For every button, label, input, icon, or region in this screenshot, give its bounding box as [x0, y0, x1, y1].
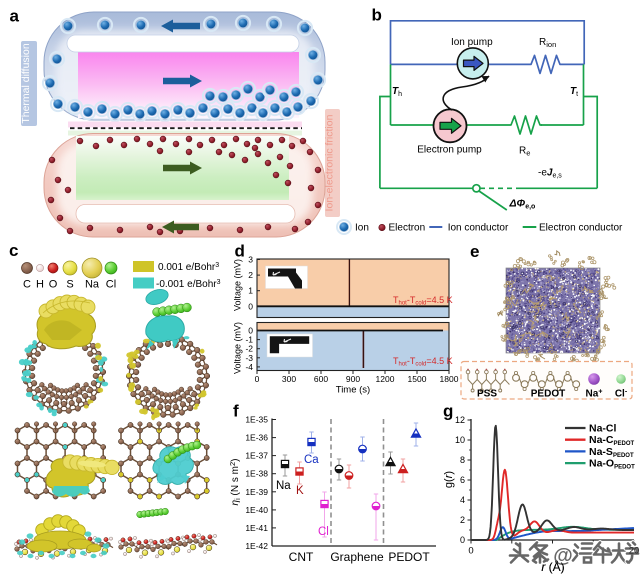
svg-text:Tt: Tt [570, 86, 578, 98]
svg-text:f: f [233, 402, 239, 421]
svg-text:1E-41: 1E-41 [245, 523, 268, 533]
svg-text:PEDOT: PEDOT [388, 550, 430, 564]
svg-text:Rion: Rion [539, 37, 556, 49]
svg-text:-2: -2 [245, 344, 253, 354]
svg-text:@: @ [553, 545, 573, 567]
svg-text:0: 0 [248, 301, 253, 311]
svg-text:a: a [10, 7, 20, 26]
svg-text:Na: Na [85, 279, 100, 291]
svg-text:O: O [49, 279, 58, 291]
svg-text:-3: -3 [245, 353, 253, 363]
svg-text:900: 900 [346, 374, 360, 384]
svg-text:PEDOT: PEDOT [531, 389, 565, 400]
svg-text:Thot-Tcold=4.5 K: Thot-Tcold=4.5 K [393, 356, 453, 368]
svg-text:@: @ [553, 545, 573, 567]
svg-text:20: 20 [629, 546, 640, 557]
svg-text:8: 8 [460, 455, 465, 465]
svg-text:Na-OPEDOT: Na-OPEDOT [589, 458, 635, 471]
svg-text:2: 2 [460, 515, 465, 525]
svg-text:1E-37: 1E-37 [245, 451, 268, 461]
svg-text:Electron conductor: Electron conductor [539, 223, 623, 234]
svg-text:-0.001 e/Bohr3: -0.001 e/Bohr3 [156, 279, 221, 290]
svg-text:Ion conductor: Ion conductor [448, 223, 509, 234]
svg-text:g(r): g(r) [443, 471, 455, 488]
svg-text:Cl: Cl [318, 526, 329, 538]
svg-text:1E-40: 1E-40 [245, 505, 268, 515]
svg-text:Ion pump: Ion pump [451, 37, 493, 48]
svg-text:Ion-electronic friction: Ion-electronic friction [324, 114, 336, 211]
svg-text:-4: -4 [245, 362, 253, 372]
svg-text:6: 6 [460, 475, 465, 485]
svg-text:g: g [443, 402, 453, 421]
svg-text:0: 0 [468, 546, 473, 557]
svg-text:-1: -1 [245, 335, 253, 345]
svg-text:Time (s): Time (s) [336, 385, 370, 396]
svg-text:Voltage (mV): Voltage (mV) [233, 322, 243, 374]
svg-text:0: 0 [248, 326, 253, 336]
svg-text:10: 10 [455, 435, 465, 445]
svg-text:Th: Th [392, 86, 402, 98]
svg-text:Electron pump: Electron pump [417, 145, 482, 156]
svg-text:ηi (N s m2): ηi (N s m2) [228, 459, 242, 506]
svg-text:Ion: Ion [355, 223, 369, 234]
svg-text:600: 600 [314, 374, 328, 384]
svg-text:Cl-: Cl- [615, 389, 628, 400]
svg-text:Na-Cl: Na-Cl [589, 423, 617, 435]
svg-text:H: H [36, 279, 44, 291]
svg-text:1E-42: 1E-42 [245, 541, 268, 551]
svg-text:1E-35: 1E-35 [245, 415, 268, 425]
svg-text:C: C [23, 279, 31, 291]
svg-text:1800: 1800 [440, 374, 459, 384]
svg-text:0: 0 [460, 535, 465, 545]
svg-text:0.001 e/Bohr3: 0.001 e/Bohr3 [158, 262, 219, 273]
svg-text:300: 300 [282, 374, 296, 384]
svg-text:1500: 1500 [408, 374, 427, 384]
svg-text:b: b [372, 6, 382, 25]
svg-text:d: d [235, 242, 245, 261]
svg-text:CNT: CNT [289, 550, 314, 564]
svg-text:12: 12 [455, 415, 465, 425]
svg-text:Na+: Na+ [586, 389, 603, 400]
svg-text:1E-38: 1E-38 [245, 469, 268, 479]
svg-text:1: 1 [248, 286, 253, 296]
svg-text:-eJe,s: -eJe,s [538, 168, 562, 180]
svg-text:2: 2 [248, 270, 253, 280]
svg-text:PSS: PSS [477, 389, 497, 400]
svg-text:0: 0 [255, 374, 260, 384]
svg-text:1200: 1200 [376, 374, 395, 384]
svg-text:Cl: Cl [106, 279, 116, 291]
svg-text:Voltage (mV): Voltage (mV) [233, 259, 243, 311]
svg-text:S: S [66, 279, 73, 291]
svg-text:4: 4 [460, 495, 465, 505]
svg-text:Electron: Electron [389, 223, 426, 234]
svg-text:Na: Na [276, 480, 291, 492]
svg-text:3: 3 [248, 255, 253, 265]
svg-text:c: c [9, 241, 18, 260]
svg-text:1E-39: 1E-39 [245, 487, 268, 497]
svg-text:K: K [296, 485, 304, 497]
svg-text:Thot-Tcold=4.5 K: Thot-Tcold=4.5 K [393, 295, 453, 307]
svg-text:Graphene: Graphene [330, 550, 384, 564]
svg-text:Ca: Ca [304, 454, 319, 466]
svg-text:r (Å): r (Å) [541, 559, 564, 574]
svg-text:e: e [470, 242, 479, 261]
svg-text:1E-36: 1E-36 [245, 433, 268, 443]
svg-text:Re: Re [519, 146, 530, 158]
svg-text:ΔΦe,o: ΔΦe,o [509, 198, 536, 211]
svg-text:Thermal diffusion: Thermal diffusion [20, 43, 32, 124]
